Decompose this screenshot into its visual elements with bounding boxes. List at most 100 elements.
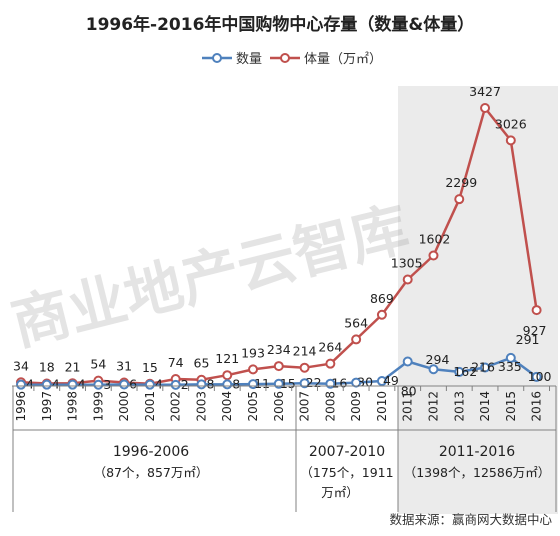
x-tick-label: 2001: [143, 391, 157, 422]
data-label-area: 1305: [391, 256, 423, 271]
data-point-count: [299, 378, 310, 389]
data-label-count: 4: [78, 377, 86, 392]
data-point-area: [222, 370, 233, 381]
data-point-count: [531, 371, 542, 382]
data-point-count: [428, 364, 439, 375]
x-tick-label: 2016: [530, 391, 544, 422]
x-tick-label: 2004: [220, 391, 234, 422]
data-point-count: [67, 379, 78, 390]
data-label-area: 18: [39, 360, 55, 375]
data-label-area: 214: [293, 344, 317, 359]
data-point-count: [144, 379, 155, 390]
x-tick-label: 2002: [169, 391, 183, 422]
x-tick-label: 2009: [349, 391, 363, 422]
data-label-count: 15: [280, 376, 296, 391]
data-label-count: 4: [52, 377, 60, 392]
period-summary-2007-2010-line2: 万㎡）: [321, 485, 359, 500]
data-label-count: 8: [206, 376, 214, 391]
data-point-count: [454, 366, 465, 377]
data-label-area: 234: [267, 342, 291, 357]
data-label-count: 8: [232, 376, 240, 391]
data-point-area: [480, 102, 491, 113]
data-label-area: 2299: [445, 175, 477, 190]
data-label-count: 22: [306, 375, 322, 390]
data-label-area: 54: [90, 357, 106, 372]
data-point-count: [505, 352, 516, 363]
period-name-2007-2010: 2007-2010: [309, 444, 385, 460]
x-tick-label: 2005: [246, 391, 260, 422]
chart-title: 1996年-2016年中国购物中心存量（数量&体量）: [86, 14, 475, 35]
data-label-count: 16: [331, 376, 347, 391]
period-highlight-2011-2016: [398, 86, 558, 514]
data-label-count: 162: [453, 364, 477, 379]
data-label-area: 74: [168, 355, 184, 370]
x-tick-label: 2010: [375, 391, 389, 422]
data-label-count: 4: [155, 377, 163, 392]
data-label-area: 927: [523, 323, 547, 338]
data-label-area: 65: [194, 356, 210, 371]
data-label-count: 49: [383, 373, 399, 388]
data-label-count: 294: [426, 352, 450, 367]
data-point-area: [531, 305, 542, 316]
legend-marker-area: [280, 53, 290, 63]
data-point-count: [402, 356, 413, 367]
data-point-area: [505, 135, 516, 146]
data-label-area: 193: [241, 345, 265, 360]
legend-label-count: 数量: [236, 52, 262, 67]
source-note: 数据来源：赢商网大数据中心: [389, 512, 552, 527]
data-point-count: [480, 362, 491, 373]
data-point-area: [273, 361, 284, 372]
data-point-area: [351, 334, 362, 345]
data-label-area: 15: [142, 360, 158, 375]
data-label-area: 264: [318, 340, 342, 355]
data-label-area: 31: [116, 358, 132, 373]
data-label-count: 11: [254, 376, 270, 391]
x-tick-label: 1998: [66, 391, 80, 422]
legend-label-area: 体量（万㎡）: [304, 52, 382, 67]
data-point-count: [170, 379, 181, 390]
data-label-count: 6: [129, 377, 137, 392]
data-label-area: 1602: [419, 232, 451, 247]
x-tick-label: 2015: [504, 391, 518, 422]
x-tick-label: 2013: [452, 391, 466, 422]
data-label-area: 121: [215, 351, 239, 366]
data-label-extra: 291: [516, 332, 540, 347]
period-summary-2007-2010-line1: （175个，1911: [300, 465, 393, 480]
data-point-count: [351, 377, 362, 388]
x-tick-label: 2012: [426, 391, 440, 422]
data-point-area: [248, 364, 259, 375]
data-point-area: [454, 194, 465, 205]
x-tick-label: 2011: [401, 391, 415, 422]
data-point-area: [402, 274, 413, 285]
data-label-area: 564: [344, 315, 368, 330]
data-label-count: 2: [181, 377, 189, 392]
data-point-count: [222, 379, 233, 390]
data-point-count: [41, 379, 52, 390]
data-label-area: 34: [13, 358, 29, 373]
x-tick-label: 2006: [272, 391, 286, 422]
data-label-count: 30: [357, 375, 373, 390]
x-tick-label: 2014: [478, 391, 492, 422]
data-label-count: 100: [528, 369, 552, 384]
period-summary-2011-2016: （1398个，12586万㎡）: [404, 465, 551, 480]
x-tick-label: 2003: [194, 391, 208, 422]
data-point-count: [16, 379, 26, 390]
x-tick-label: 2007: [298, 391, 312, 422]
x-tick-label: 1996: [14, 391, 28, 422]
data-point-count: [196, 379, 207, 390]
x-tick-label: 2000: [117, 391, 131, 422]
data-label-area: 3026: [495, 116, 527, 131]
x-axis-ticks: 1996 1997 1998 1999 2000 2001 2002 2003 2004 2005…: [14, 386, 550, 422]
data-label-count: 335: [498, 359, 522, 374]
period-summary-1996-2006: （87个，857万㎡）: [94, 465, 209, 480]
data-point-area: [376, 309, 387, 320]
data-point-count: [93, 379, 104, 390]
data-label-count: 4: [26, 377, 34, 392]
data-label-area: 869: [370, 291, 394, 306]
data-label-area: 3427: [469, 84, 501, 99]
period-name-2011-2016: 2011-2016: [439, 444, 515, 460]
data-label-count: 80: [401, 383, 417, 398]
x-tick-label: 2008: [323, 391, 337, 422]
